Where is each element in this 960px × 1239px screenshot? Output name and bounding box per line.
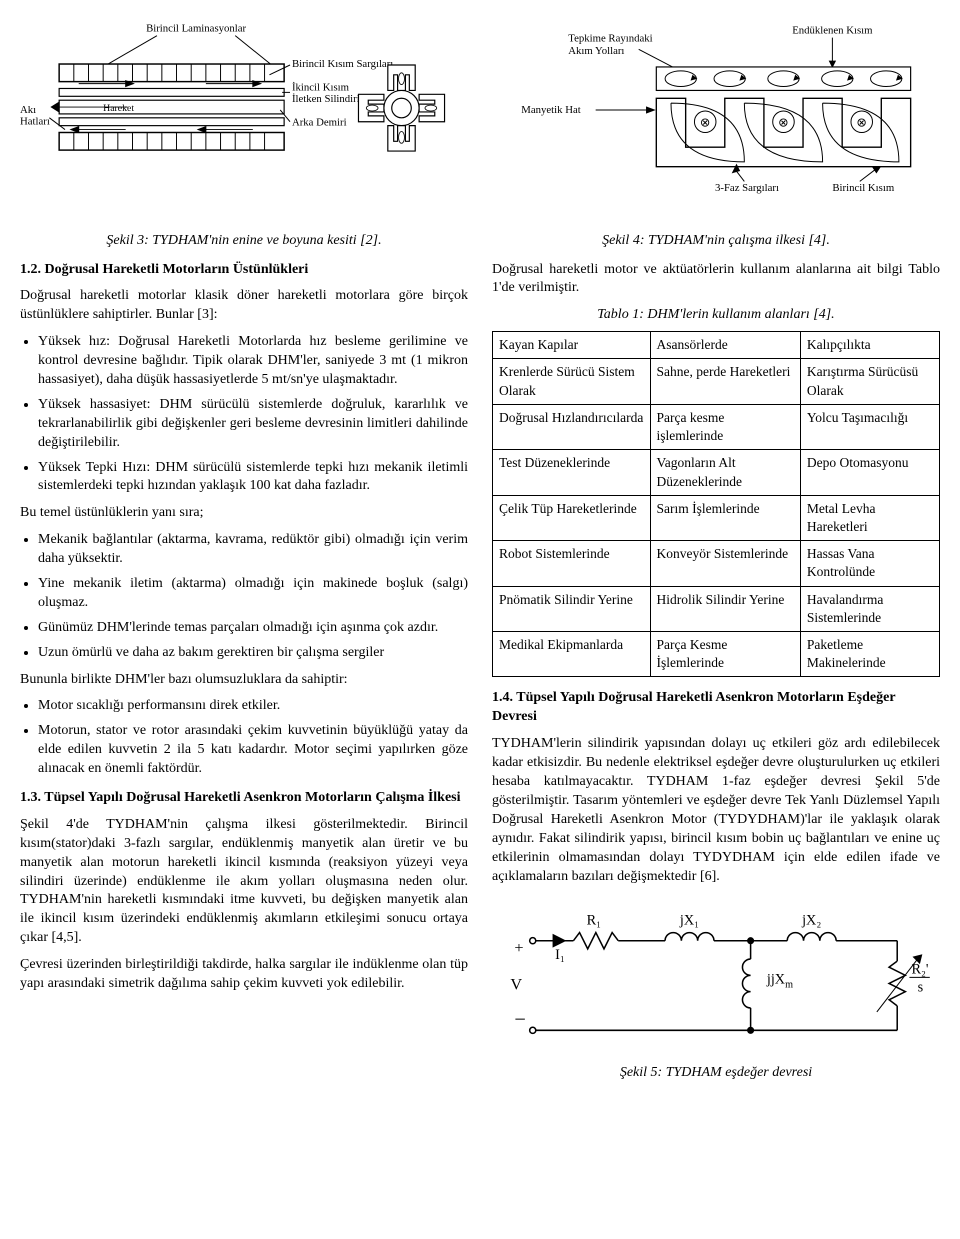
table-cell: Sarım İşlemlerinde [650, 495, 800, 540]
table-cell: Karıştırma Sürücüsü Olarak [800, 359, 939, 404]
circuit-label-s: s [918, 980, 924, 996]
table-cell: Metal Levha Hareketleri [800, 495, 939, 540]
bullet-list-1: Yüksek hız: Doğrusal Hareketli Motorlard… [20, 333, 468, 496]
label-arka-demiri: Arka Demiri [292, 117, 347, 129]
heading-1-4: 1.4. Tüpsel Yapılı Doğrusal Hareketli As… [492, 689, 940, 727]
label-akim-yollari: Akım Yolları [568, 45, 624, 57]
label-birincil-laminasyonlar: Birincil Laminasyonlar [146, 23, 246, 35]
svg-text:Hatları: Hatları [20, 116, 50, 128]
list-item: Yüksek Tepki Hızı: DHM sürücülü sistemle… [38, 459, 468, 497]
svg-text:⊗: ⊗ [856, 116, 867, 130]
list-item: Yüksek hassasiyet: DHM sürücülü sistemle… [38, 396, 468, 453]
bullet-list-3: Motor sıcaklığı performansını direk etki… [20, 697, 468, 779]
circuit-label-jx2: jX₂ [801, 913, 821, 929]
para-intro-12: Doğrusal hareketli motorlar klasik döner… [20, 287, 468, 325]
heading-1-3: 1.3. Tüpsel Yapılı Doğrusal Hareketli As… [20, 789, 468, 808]
label-birincil-kisim: Birincil Kısım [832, 182, 894, 194]
table-cell: Medikal Ekipmanlarda [493, 632, 651, 677]
label-faz-sargilari: 3-Faz Sargıları [715, 182, 779, 194]
table-cell: Kalıpçılıkta [800, 332, 939, 359]
para-dogrusal: Doğrusal hareketli motor ve aktüatörleri… [492, 261, 940, 299]
table-cell: Depo Otomasyonu [800, 450, 939, 495]
para-13a: Şekil 4'de TYDHAM'nin çalışma ilkesi gös… [20, 816, 468, 948]
label-tepkime-rayindaki: Tepkime Rayındaki [568, 33, 652, 45]
right-column: Şekil 4: TYDHAM'nin çalışma ilkesi [4]. … [492, 228, 940, 1093]
table-cell: Yolcu Taşımacılığı [800, 404, 939, 449]
svg-text:+: + [514, 938, 523, 957]
caption-fig3: Şekil 3: TYDHAM'nin enine ve boyuna kesi… [20, 232, 468, 251]
table-1-caption: Tablo 1: DHM'lerin kullanım alanları [4]… [492, 306, 940, 325]
list-item: Yüksek hız: Doğrusal Hareketli Motorlard… [38, 333, 468, 390]
svg-text:⊗: ⊗ [700, 116, 711, 130]
table-cell: Konveyör Sistemlerinde [650, 541, 800, 586]
heading-1-2: 1.2. Doğrusal Hareketli Motorların Üstün… [20, 261, 468, 280]
svg-text:−: − [514, 1010, 525, 1032]
table-cell: Pnömatik Silindir Yerine [493, 586, 651, 631]
para-bununla: Bununla birlikte DHM'ler bazı olumsuzluk… [20, 671, 468, 690]
svg-text:jjXm: jjXm [766, 972, 793, 991]
table-cell: Kayan Kapılar [493, 332, 651, 359]
label-enduklenen-kisim: Endüklenen Kısım [792, 25, 873, 37]
list-item: Uzun ömürlü ve daha az bakım gerektiren … [38, 644, 468, 663]
label-ikincil-kisim: İkincil Kısım [292, 81, 350, 93]
label-iletken-silindiri: İletken Silindiri [292, 93, 360, 105]
circuit-label-r2s: R₂' [911, 962, 928, 978]
table-cell: Robot Sistemlerinde [493, 541, 651, 586]
label-hareket: Hareket [103, 103, 134, 114]
table-cell: Sahne, perde Hareketleri [650, 359, 800, 404]
list-item: Motor sıcaklığı performansını direk etki… [38, 697, 468, 716]
figure-3-diagram: Birincil Laminasyonlar Hareket [20, 20, 470, 216]
label-aki-hatlari: Akı [20, 104, 36, 116]
list-item: Yine mekanik iletim (aktarma) olmadığı i… [38, 575, 468, 613]
table-cell: Asansörlerde [650, 332, 800, 359]
para-bu-temel: Bu temel üstünlüklerin yanı sıra; [20, 504, 468, 523]
list-item: Motorun, stator ve rotor arasındaki çeki… [38, 722, 468, 779]
para-13b: Çevresi üzerinden birleştirildiği takdir… [20, 956, 468, 994]
table-cell: Paketleme Makinelerinde [800, 632, 939, 677]
table-cell: Çelik Tüp Hareketlerinde [493, 495, 651, 540]
table-cell: Vagonların Alt Düzeneklerinde [650, 450, 800, 495]
bullet-list-2: Mekanik bağlantılar (aktarma, kavrama, r… [20, 531, 468, 662]
table-1: Kayan KapılarAsansörlerdeKalıpçılıkta Kr… [492, 331, 940, 677]
table-cell: Hidrolik Silindir Yerine [650, 586, 800, 631]
table-cell: Havalandırma Sistemlerinde [800, 586, 939, 631]
table-cell: Test Düzeneklerinde [493, 450, 651, 495]
figure-5-circuit: R₁ jX₁ jX₂ I₁ jjXm [492, 900, 940, 1060]
table-cell: Parça Kesme İşlemlerinde [650, 632, 800, 677]
para-14: TYDHAM'lerin silindirik yapısından dolay… [492, 735, 940, 886]
circuit-label-jx1: jX₁ [679, 913, 699, 929]
circuit-label-r1: R₁ [587, 913, 601, 929]
svg-text:⊗: ⊗ [778, 116, 789, 130]
list-item: Günümüz DHM'lerinde temas parçaları olma… [38, 619, 468, 638]
list-item: Mekanik bağlantılar (aktarma, kavrama, r… [38, 531, 468, 569]
left-column: Şekil 3: TYDHAM'nin enine ve boyuna kesi… [20, 228, 468, 1093]
figure-4-diagram: Endüklenen Kısım Tepkime Rayındaki Akım … [490, 20, 940, 216]
circuit-label-i1: I₁ [555, 947, 565, 963]
label-birincil-kisim-sargilari: Birincil Kısım Sargıları [292, 58, 393, 70]
table-cell: Hassas Vana Kontrolünde [800, 541, 939, 586]
table-cell: Parça kesme işlemlerinde [650, 404, 800, 449]
label-manyetik-hat: Manyetik Hat [521, 104, 580, 116]
table-cell: Krenlerde Sürücü Sistem Olarak [493, 359, 651, 404]
table-cell: Doğrusal Hızlandırıcılarda [493, 404, 651, 449]
caption-fig5: Şekil 5: TYDHAM eşdeğer devresi [492, 1064, 940, 1083]
circuit-label-v: V [510, 975, 522, 994]
caption-fig4: Şekil 4: TYDHAM'nin çalışma ilkesi [4]. [492, 232, 940, 251]
